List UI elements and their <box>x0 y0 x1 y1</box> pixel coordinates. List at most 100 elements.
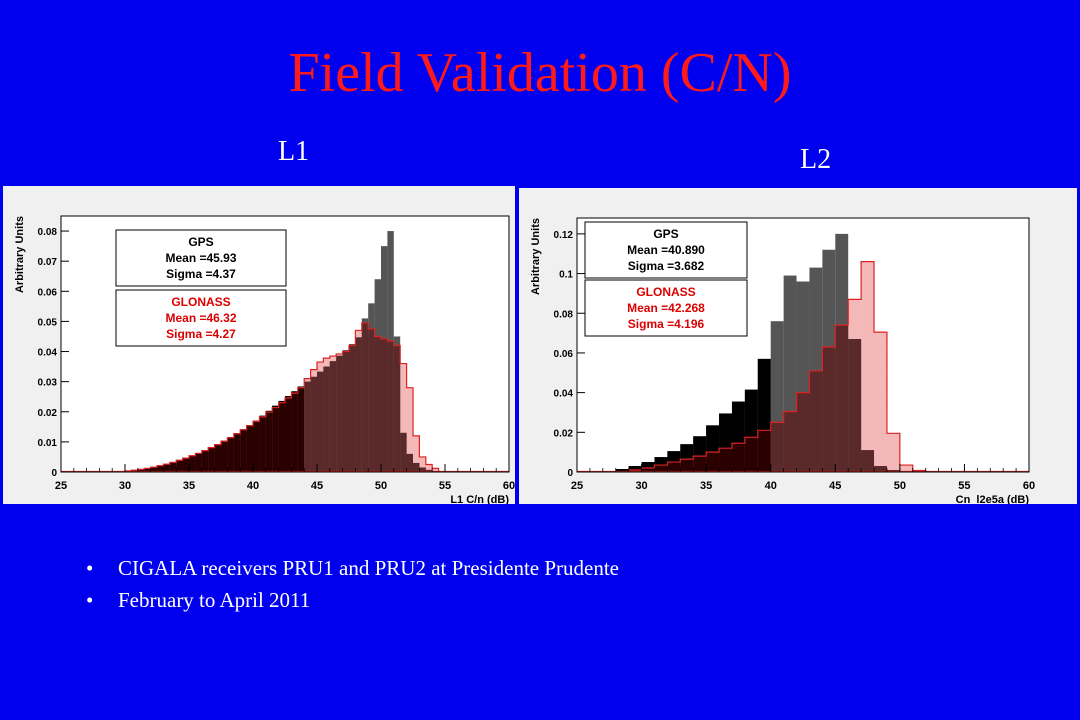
y-axis-label: Arbitrary Units <box>14 216 26 293</box>
glonass-bar <box>861 261 875 472</box>
overlap-bar <box>355 337 362 472</box>
x-tick-label: 45 <box>311 480 323 492</box>
glonass-bar <box>425 464 433 472</box>
overlap-bar <box>297 387 305 472</box>
x-tick-label: 40 <box>765 480 777 492</box>
glonass-bar <box>432 468 439 472</box>
gps-stats-sigma: Sigma =3.682 <box>628 259 705 273</box>
bullet-dot: • <box>86 588 94 612</box>
overlap-bar <box>329 361 337 472</box>
glonass-outline <box>628 261 927 472</box>
overlap-bar <box>361 322 369 472</box>
glonass-stats-box <box>115 289 287 347</box>
overlap-bar <box>259 416 266 472</box>
bullet-list: • CIGALA receivers PRU1 and PRU2 at Presi… <box>86 552 619 616</box>
y-tick-label: 0.02 <box>38 408 58 419</box>
overlap-bar <box>393 345 401 472</box>
overlap-bar <box>848 339 862 472</box>
glonass-stats-sigma: Sigma =4.27 <box>166 327 236 341</box>
overlap-bar <box>706 452 720 472</box>
overlap-bar <box>272 407 279 472</box>
glonass-bar <box>400 363 407 472</box>
overlap-bar <box>182 458 189 472</box>
overlap-bar <box>278 402 285 472</box>
x-tick-label: 55 <box>958 480 970 492</box>
gps-tail-bar <box>285 396 292 398</box>
x-tick-label: 30 <box>119 480 131 492</box>
plot-frame <box>576 217 1030 473</box>
gps-stats-sigma: Sigma =4.37 <box>166 267 236 281</box>
gps-tail-bar <box>667 451 681 463</box>
overlap-bar <box>233 433 241 472</box>
overlap-bar <box>349 345 356 472</box>
overlap-bar <box>195 453 202 472</box>
overlap-bar <box>835 325 849 472</box>
gps-tail-bar <box>693 436 707 457</box>
x-tick-label: 50 <box>894 480 906 492</box>
chart-panel-l1: 25 30 35 40 45 50 55 60 0 0.01 0.02 0.03 0.04 0.05 0.0… <box>3 186 515 504</box>
overlap-bar <box>285 397 292 472</box>
overlap-bar <box>406 453 413 472</box>
gps-tail-bar <box>297 386 305 388</box>
gps-tail-bar <box>719 413 732 449</box>
glonass-bar <box>886 433 900 472</box>
overlap-bar <box>654 465 668 472</box>
x-tick-label: 60 <box>1023 480 1035 492</box>
y-tick-label: 0.1 <box>559 270 573 281</box>
x-tick-label: 40 <box>247 480 259 492</box>
gps-tail-bar <box>706 425 720 453</box>
overlap-bar <box>783 411 797 472</box>
chart-l1: 25 30 35 40 45 50 55 60 0 0.01 0.02 0.03 0.04 0.05 0.0… <box>14 215 515 504</box>
y-tick-label: 0.04 <box>554 389 574 400</box>
overlap-bar <box>291 393 298 472</box>
overlap-bar <box>667 462 681 472</box>
bullet-text: CIGALA receivers PRU1 and PRU2 at Presid… <box>118 556 619 580</box>
gps-stats-name: GPS <box>188 235 213 249</box>
overlap-bar <box>240 429 247 472</box>
gps-tail-bar <box>641 462 655 469</box>
gps-tail-bar <box>628 466 642 471</box>
overlap-bar <box>189 455 196 472</box>
bullet-dot: • <box>86 556 94 580</box>
gps-tail-bar <box>680 444 694 460</box>
gps-stats-box <box>115 229 287 287</box>
plot-frame <box>60 215 510 473</box>
y-tick-label: 0 <box>567 468 573 479</box>
gps-tail-bar <box>731 401 745 444</box>
overlap-bar <box>757 430 771 472</box>
x-axis-label: Cn_l2e5a (dB) <box>956 494 1030 504</box>
overlap-bar <box>208 447 215 472</box>
overlap-bar <box>381 338 388 472</box>
overlap-bar <box>641 468 655 472</box>
glonass-stats-mean: Mean =42.268 <box>627 301 705 315</box>
overlap-bar <box>323 366 330 472</box>
y-tick-label: 0.01 <box>38 438 58 449</box>
panel-label-l1: L1 <box>278 136 310 167</box>
overlap-bar <box>822 346 836 472</box>
overlap-bar <box>150 467 157 472</box>
overlap-bar <box>809 370 823 472</box>
overlap-bar <box>317 371 324 472</box>
y-axis-label: Arbitrary Units <box>530 218 542 295</box>
y-tick-label: 0 <box>51 468 57 479</box>
gps-tail-bar <box>615 469 629 472</box>
y-tick-label: 0.05 <box>38 317 58 328</box>
gps-stats-box <box>584 221 748 279</box>
overlap-bar <box>861 450 875 472</box>
overlap-bar <box>144 468 151 472</box>
y-tick-label: 0.04 <box>38 348 58 359</box>
overlap-bar <box>246 425 253 472</box>
x-tick-label: 45 <box>829 480 841 492</box>
y-tick-label: 0.08 <box>38 227 58 238</box>
gps-tail-bar <box>757 358 771 431</box>
x-tick-label: 50 <box>375 480 387 492</box>
glonass-stats-mean: Mean =46.32 <box>165 311 236 325</box>
overlap-bar <box>342 351 349 472</box>
y-tick-label: 0.07 <box>38 257 58 268</box>
overlap-bar <box>387 340 394 472</box>
overlap-bar <box>419 467 426 472</box>
bullet-item: • CIGALA receivers PRU1 and PRU2 at Presi… <box>86 552 619 584</box>
overlap-bar <box>680 459 694 472</box>
gps-tail-bar <box>265 410 273 413</box>
chart-panel-l2: 25 30 35 40 45 50 55 60 0 0.02 0.04 0.06 0.08 0.1 0.12… <box>519 188 1077 504</box>
